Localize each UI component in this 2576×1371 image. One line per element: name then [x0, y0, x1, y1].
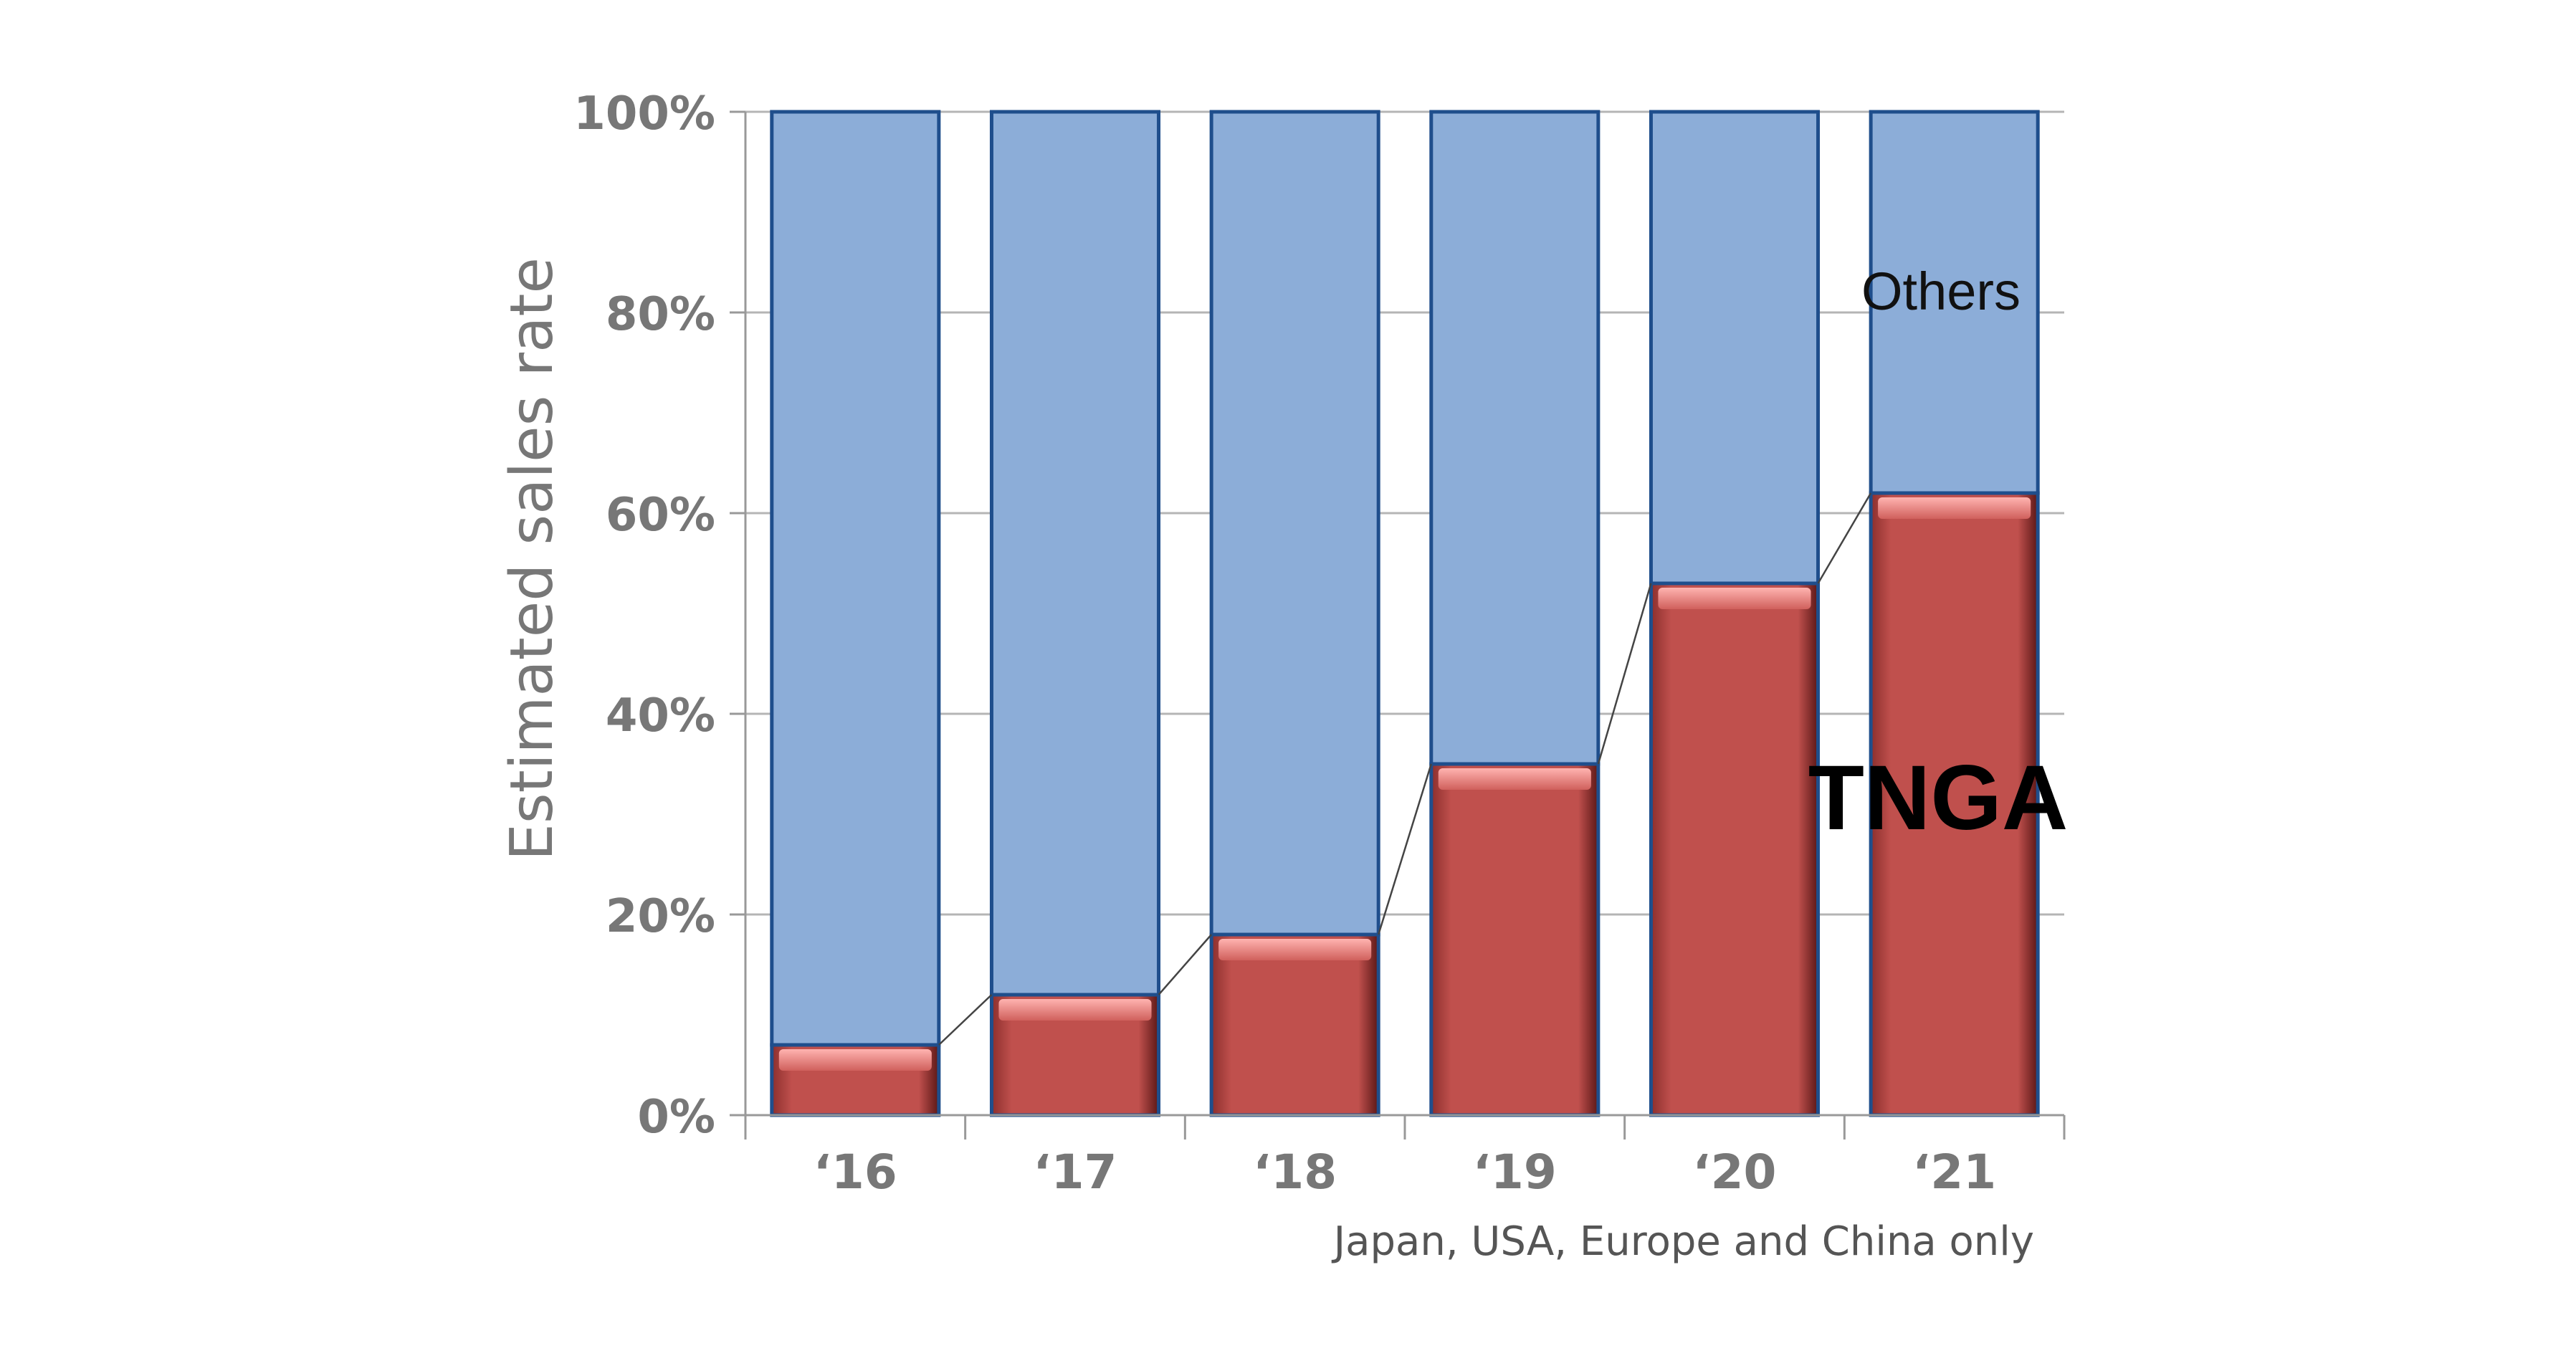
gridlines [745, 110, 2064, 916]
y-tick-label: 100% [573, 87, 715, 140]
others-annotation: Others [1861, 262, 2021, 321]
bar-others [989, 110, 1161, 997]
y-tick-labels: 0% 20% 40% 60% 80% 100% [573, 87, 715, 1144]
bar-others [1869, 110, 2040, 495]
connector-lines [938, 492, 1872, 1046]
bar-tnga [1209, 932, 1380, 1117]
x-tick-labels: ‘16 ‘17 ‘18 ‘19 ‘20 ‘21 [814, 1145, 1996, 1200]
bar-tnga-highlight [1438, 768, 1591, 790]
x-tick-label: ‘17 [1034, 1145, 1117, 1200]
x-tick-label: ‘16 [814, 1145, 897, 1200]
y-axis-label: Estimated sales rate [498, 257, 566, 861]
bars [770, 110, 2040, 1117]
y-tick-label: 0% [637, 1091, 715, 1144]
connector-line [938, 994, 993, 1046]
connector-line [1597, 583, 1652, 765]
x-tick-label: ‘19 [1473, 1145, 1557, 1200]
y-tick-label: 60% [606, 489, 715, 542]
bar-tnga [1649, 581, 1821, 1117]
footnote: Japan, USA, Europe and China only [1332, 1218, 2034, 1265]
connector-line [1378, 763, 1432, 935]
bar-tnga-highlight [1878, 497, 2031, 519]
bar-tnga [1429, 762, 1601, 1117]
x-tick-label: ‘18 [1253, 1145, 1337, 1200]
bar-others [770, 110, 941, 1047]
bar-tnga [1869, 491, 2040, 1117]
bar-others [1209, 110, 1380, 937]
connector-line [1158, 934, 1213, 995]
bar-tnga-highlight [998, 999, 1152, 1021]
tnga-annotation: TNGA [1808, 747, 2069, 849]
y-tick-label: 20% [606, 890, 715, 943]
connector-line [1817, 492, 1872, 584]
x-tick-label: ‘20 [1693, 1145, 1777, 1200]
axes [730, 110, 2066, 1140]
bar-others [1649, 110, 1821, 586]
x-tick-label: ‘21 [1912, 1145, 1996, 1200]
y-tick-label: 80% [606, 288, 715, 341]
bar-others [1429, 110, 1601, 766]
bar-tnga-highlight [1218, 939, 1372, 960]
bar-tnga-highlight [1658, 588, 1811, 609]
bar-tnga-highlight [778, 1049, 932, 1071]
y-tick-label: 40% [606, 689, 715, 742]
